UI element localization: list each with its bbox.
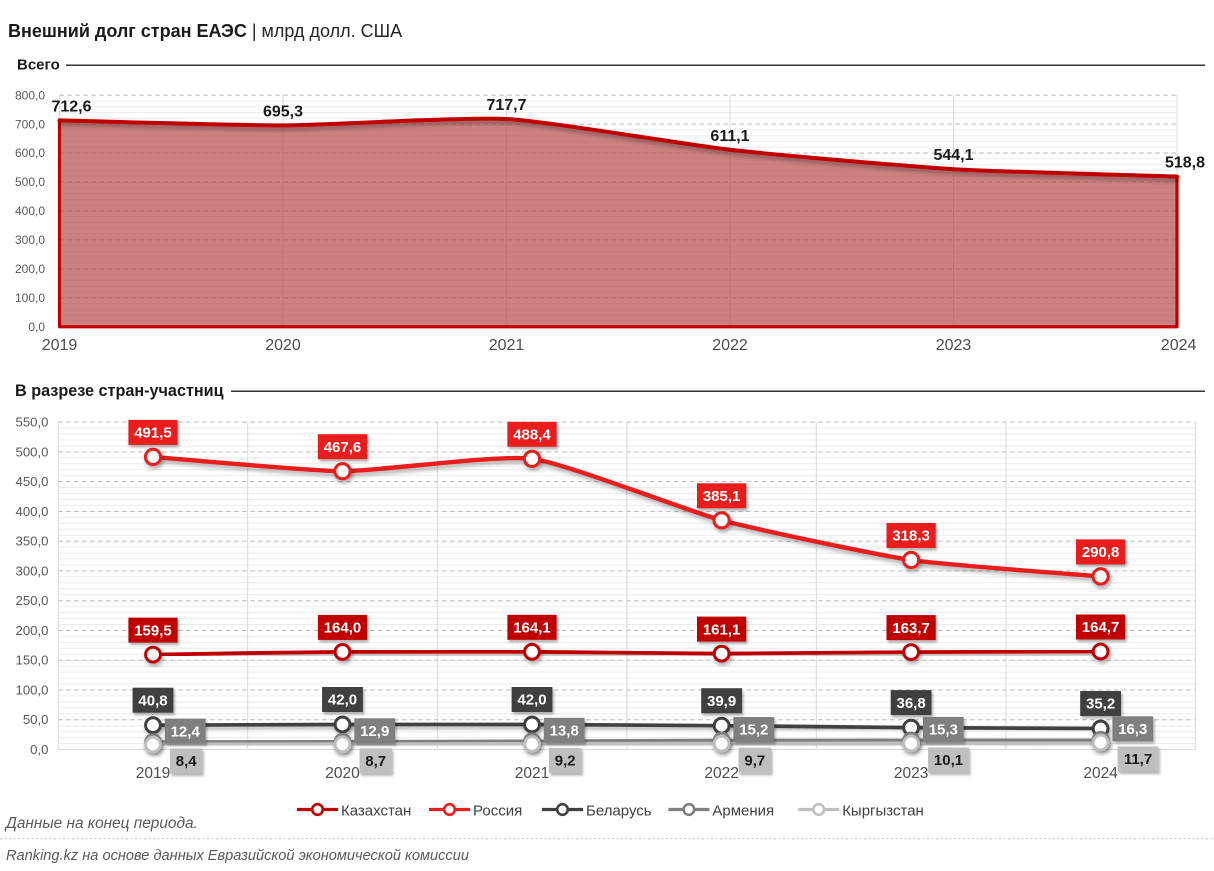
svg-text:467,6: 467,6 [324, 439, 362, 456]
svg-text:150,0: 150,0 [15, 653, 48, 668]
svg-text:9,2: 9,2 [555, 753, 576, 770]
svg-text:0,0: 0,0 [28, 320, 45, 334]
svg-text:164,0: 164,0 [324, 620, 362, 637]
svg-text:695,3: 695,3 [263, 103, 303, 120]
svg-text:700,0: 700,0 [15, 117, 45, 131]
svg-text:400,0: 400,0 [15, 204, 45, 218]
svg-text:200,0: 200,0 [15, 623, 48, 638]
svg-text:2021: 2021 [489, 337, 525, 354]
svg-text:500,0: 500,0 [15, 175, 45, 189]
svg-text:12,9: 12,9 [360, 723, 389, 740]
svg-text:159,5: 159,5 [134, 622, 172, 639]
svg-text:2024: 2024 [1161, 337, 1197, 354]
svg-text:2019: 2019 [42, 337, 78, 354]
svg-text:9,7: 9,7 [744, 752, 765, 769]
svg-text:800,0: 800,0 [15, 88, 45, 102]
svg-text:В разрезе стран-участниц: В разрезе стран-участниц [15, 382, 224, 400]
svg-text:Внешний долг стран ЕАЭС | млрд: Внешний долг стран ЕАЭС | млрд долл. США [8, 21, 402, 41]
svg-text:10,1: 10,1 [934, 752, 963, 769]
svg-text:2023: 2023 [936, 337, 972, 354]
svg-text:15,3: 15,3 [929, 722, 958, 739]
svg-text:200,0: 200,0 [15, 262, 45, 276]
svg-text:488,4: 488,4 [513, 427, 551, 444]
svg-text:100,0: 100,0 [15, 683, 48, 698]
svg-text:611,1: 611,1 [710, 128, 749, 145]
svg-text:100,0: 100,0 [15, 291, 45, 305]
svg-text:Казахстан: Казахстан [341, 802, 411, 819]
svg-text:518,8: 518,8 [1165, 155, 1205, 172]
svg-text:15,2: 15,2 [739, 722, 768, 739]
svg-text:350,0: 350,0 [15, 534, 48, 549]
svg-text:42,0: 42,0 [517, 692, 546, 709]
svg-text:42,0: 42,0 [328, 692, 357, 709]
svg-text:2020: 2020 [325, 765, 360, 782]
svg-text:13,8: 13,8 [550, 723, 579, 740]
svg-text:8,7: 8,7 [365, 753, 386, 770]
svg-text:35,2: 35,2 [1086, 696, 1115, 713]
svg-text:Беларусь: Беларусь [586, 802, 652, 819]
svg-text:2022: 2022 [712, 337, 748, 354]
svg-text:39,9: 39,9 [707, 693, 736, 710]
svg-text:2020: 2020 [265, 337, 301, 354]
svg-text:164,1: 164,1 [513, 620, 551, 637]
svg-text:161,1: 161,1 [703, 621, 741, 638]
svg-text:400,0: 400,0 [15, 504, 48, 519]
svg-text:164,7: 164,7 [1082, 619, 1120, 636]
svg-text:2019: 2019 [136, 765, 170, 782]
svg-text:450,0: 450,0 [15, 474, 48, 489]
svg-text:550,0: 550,0 [15, 415, 48, 430]
svg-text:300,0: 300,0 [15, 233, 45, 247]
svg-text:2021: 2021 [515, 765, 549, 782]
svg-text:500,0: 500,0 [15, 444, 48, 459]
svg-text:2023: 2023 [894, 765, 928, 782]
svg-text:12,4: 12,4 [171, 723, 201, 740]
svg-text:Ranking.kz на основе данных Ев: Ranking.kz на основе данных Евразийской … [6, 848, 469, 864]
svg-text:300,0: 300,0 [15, 563, 48, 578]
svg-text:290,8: 290,8 [1082, 544, 1120, 561]
svg-text:36,8: 36,8 [896, 695, 925, 712]
svg-text:491,5: 491,5 [134, 425, 172, 442]
svg-text:318,3: 318,3 [892, 528, 930, 545]
svg-text:50,0: 50,0 [23, 712, 49, 727]
svg-text:Армения: Армения [712, 802, 774, 819]
svg-text:600,0: 600,0 [15, 146, 45, 160]
svg-text:Данные на конец периода.: Данные на конец периода. [4, 815, 198, 832]
svg-text:163,7: 163,7 [892, 620, 930, 637]
svg-text:2022: 2022 [704, 765, 738, 782]
svg-text:8,4: 8,4 [176, 753, 198, 770]
svg-text:717,7: 717,7 [486, 97, 526, 114]
svg-text:2024: 2024 [1083, 765, 1118, 782]
svg-text:0,0: 0,0 [30, 742, 48, 757]
svg-text:385,1: 385,1 [703, 488, 741, 505]
svg-text:Кыргызстан: Кыргызстан [842, 802, 924, 819]
svg-text:11,7: 11,7 [1124, 751, 1152, 768]
svg-text:Всего: Всего [17, 57, 60, 74]
svg-text:16,3: 16,3 [1118, 721, 1147, 738]
svg-text:544,1: 544,1 [933, 147, 973, 164]
svg-text:250,0: 250,0 [15, 593, 48, 608]
svg-text:Россия: Россия [473, 802, 522, 819]
svg-text:712,6: 712,6 [51, 98, 91, 115]
svg-text:40,8: 40,8 [138, 692, 167, 709]
